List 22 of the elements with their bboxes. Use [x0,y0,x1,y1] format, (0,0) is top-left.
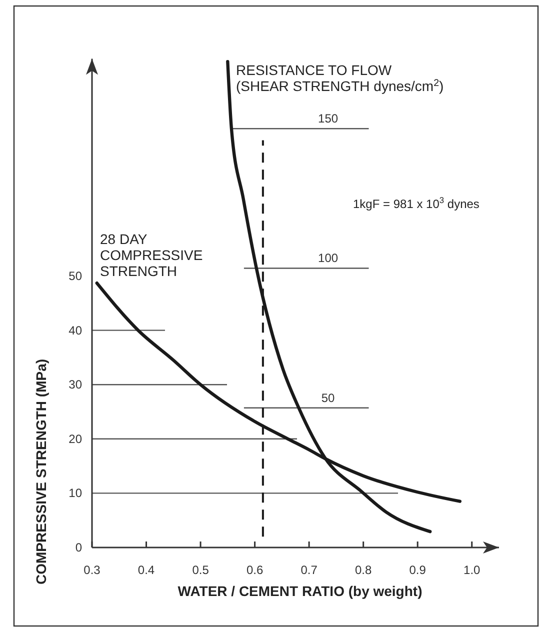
y2-tick-label: 50 [321,390,336,405]
x-tick-label: 0.6 [246,563,264,577]
y-tick-label: 0 [75,540,82,554]
y-tick-label: 40 [68,323,82,338]
y2-tick-label: 150 [318,112,338,126]
y-tick-label: 20 [68,432,82,446]
x-tick-label: 1.0 [464,563,481,577]
x-tick-label: 0.4 [138,563,155,577]
series-label: 28 DAY COMPRESSIVE STRENGTH [100,231,203,279]
annotation: 1kgF = 981 x 10$^{3}$ dynes [353,195,480,211]
y-axis-title: COMPRESSIVE STRENGTH (MPa) [33,358,49,585]
x-tick-label: 0.7 [300,563,318,577]
x-tick-label: 0.9 [409,563,426,577]
x-tick-label: 0.3 [84,563,101,577]
x-tick-label: 0.5 [192,563,210,577]
y-tick-label: 10 [68,486,82,500]
x-axis-title: WATER / CEMENT RATIO (by weight) [178,583,422,599]
x-tick-label: 0.8 [354,563,372,577]
y-tick-label: 50 [68,269,82,283]
series-label: RESISTANCE TO FLOW (SHEAR STRENGTH dynes/cm$^{2}$) [236,62,444,94]
y2-tick-label: 100 [318,251,338,266]
y-tick-label: 30 [68,378,82,392]
